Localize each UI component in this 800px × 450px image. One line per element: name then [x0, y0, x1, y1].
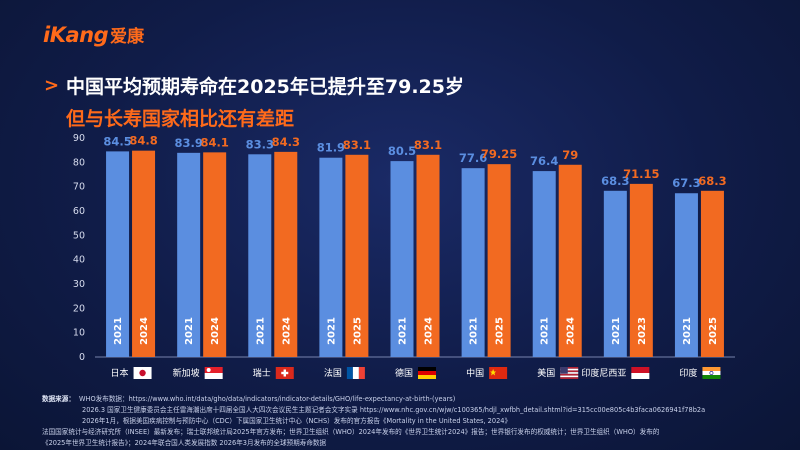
bar-orange: [345, 154, 369, 357]
bar-year-label: 2025: [352, 317, 363, 345]
bar-year-label: 2021: [540, 317, 551, 345]
china-flag-icon: [489, 367, 508, 379]
bar-year-label: 2021: [682, 317, 693, 345]
bar-orange: [558, 164, 582, 357]
usa-flag-icon: [560, 367, 579, 379]
page-subtitle: 但与长寿国家相比还有差距: [66, 108, 295, 130]
singapore-flag-icon: [204, 367, 223, 379]
bar-orange: [487, 164, 511, 357]
data-label: 68.3: [698, 174, 726, 188]
bar-orange: [416, 154, 440, 357]
bar-year-label: 2021: [469, 317, 480, 345]
bar-orange: [700, 190, 724, 357]
bar-blue: [603, 190, 627, 357]
bar-blue: [106, 151, 130, 357]
data-label: 83.1: [343, 138, 371, 152]
data-label: 79.25: [481, 147, 517, 161]
ikang-logo: iKang 爱康: [43, 22, 144, 47]
data-label: 84.1: [200, 135, 228, 149]
bar-orange: [629, 183, 653, 357]
bar-blue: [461, 168, 485, 357]
bar-year-label: 2024: [139, 317, 150, 345]
bar-blue: [674, 193, 698, 357]
swiss-flag-icon: [275, 367, 294, 379]
india-flag-icon: [702, 367, 721, 379]
data-label: 83.1: [414, 138, 442, 152]
data-label: 84.8: [129, 134, 157, 148]
y-tick-label: 70: [73, 182, 85, 193]
y-tick-label: 10: [73, 328, 85, 339]
data-label: 84.5: [103, 134, 131, 148]
data-label: 80.5: [388, 144, 416, 158]
data-label: 76.4: [530, 154, 558, 168]
y-tick-label: 50: [73, 230, 85, 241]
bar-year-label: 2024: [210, 317, 221, 345]
logo-text-cn: 爱康: [110, 27, 145, 47]
data-label: 67.3: [672, 176, 700, 190]
bar-year-label: 2021: [113, 317, 124, 345]
bar-year-label: 2021: [398, 317, 409, 345]
bar-year-label: 2025: [495, 317, 506, 345]
x-category-label: 法国: [324, 367, 342, 379]
source-line-5: 《2025年世界卫生统计报告》；2024年联合国人类发展指数 2026年3月发布…: [42, 439, 327, 447]
y-tick-label: 60: [73, 206, 85, 217]
chevron-right-icon: >: [44, 75, 60, 96]
france-flag-icon: [346, 367, 365, 379]
bar-orange: [203, 152, 227, 357]
germany-flag-icon: [418, 367, 436, 379]
data-label: 84.3: [272, 135, 300, 149]
bar-year-label: 2025: [708, 317, 719, 345]
y-tick-label: 20: [73, 303, 85, 314]
bar-orange: [274, 151, 298, 357]
x-category-label: 美国: [537, 367, 555, 379]
bar-blue: [390, 161, 414, 357]
y-tick-label: 40: [73, 255, 85, 266]
data-label: 79: [562, 148, 578, 162]
japan-flag-icon: [133, 367, 152, 379]
x-category-label: 瑞士: [253, 367, 271, 379]
source-line-3: 2026年1月，根据美国疾病控制与预防中心（CDC）下属国家卫生统计中心（NCH…: [82, 417, 512, 425]
x-category-label: 印度: [679, 367, 697, 379]
logo-text-en: iKang: [43, 23, 109, 47]
source-line-2: 2026.3 国家卫生健康委员会主任雷海潮出席十四届全国人大四次会议民生主题记者…: [82, 406, 706, 414]
bar-year-label: 2024: [566, 317, 577, 345]
data-label: 83.9: [174, 136, 202, 150]
bar-year-label: 2021: [326, 317, 337, 345]
x-category-label: 德国: [395, 367, 413, 379]
x-category-label: 日本: [111, 367, 129, 379]
source-line-1: WHO发布数据：https://www.who.int/data/gho/dat…: [78, 395, 456, 403]
bar-orange: [132, 150, 156, 357]
bar-year-label: 2024: [281, 317, 292, 345]
bar-year-label: 2024: [424, 317, 435, 345]
source-label: 数据来源：: [42, 395, 75, 403]
bar-year-label: 2021: [255, 317, 266, 345]
y-tick-label: 0: [79, 352, 85, 363]
y-tick-label: 80: [73, 157, 85, 168]
indonesia-flag-icon: [631, 367, 650, 379]
bar-year-label: 2021: [184, 317, 195, 345]
data-label: 81.9: [317, 141, 345, 155]
life-expectancy-bar-chart: 0 10 20 30 40 50 60 70 80 90 84.5 2021 84.8 2024 日本 83.…: [73, 133, 735, 379]
data-label: 71.15: [623, 167, 659, 181]
data-label: 83.3: [246, 137, 274, 151]
data-label: 68.3: [601, 174, 629, 188]
x-category-label: 中国: [466, 367, 484, 379]
y-tick-label: 30: [73, 279, 85, 290]
x-category-label: 新加坡: [173, 367, 200, 379]
y-tick-label: 90: [73, 133, 85, 144]
page-title: 中国平均预期寿命在2025年已提升至79.25岁: [66, 76, 464, 98]
x-category-label: 印度尼西亚: [581, 367, 626, 379]
bar-blue: [248, 154, 272, 357]
source-notes: 数据来源： WHO发布数据：https://www.who.int/data/gh…: [42, 394, 792, 449]
bar-blue: [177, 152, 201, 357]
data-label: 77.6: [459, 151, 487, 165]
bar-year-label: 2021: [611, 317, 622, 345]
source-line-4: 法国国家统计与经济研究所（INSEE）最新发布；瑞士联邦统计局2025年官方发布…: [42, 428, 660, 436]
bar-blue: [532, 171, 556, 357]
bar-year-label: 2023: [637, 317, 648, 345]
bar-blue: [319, 157, 343, 357]
